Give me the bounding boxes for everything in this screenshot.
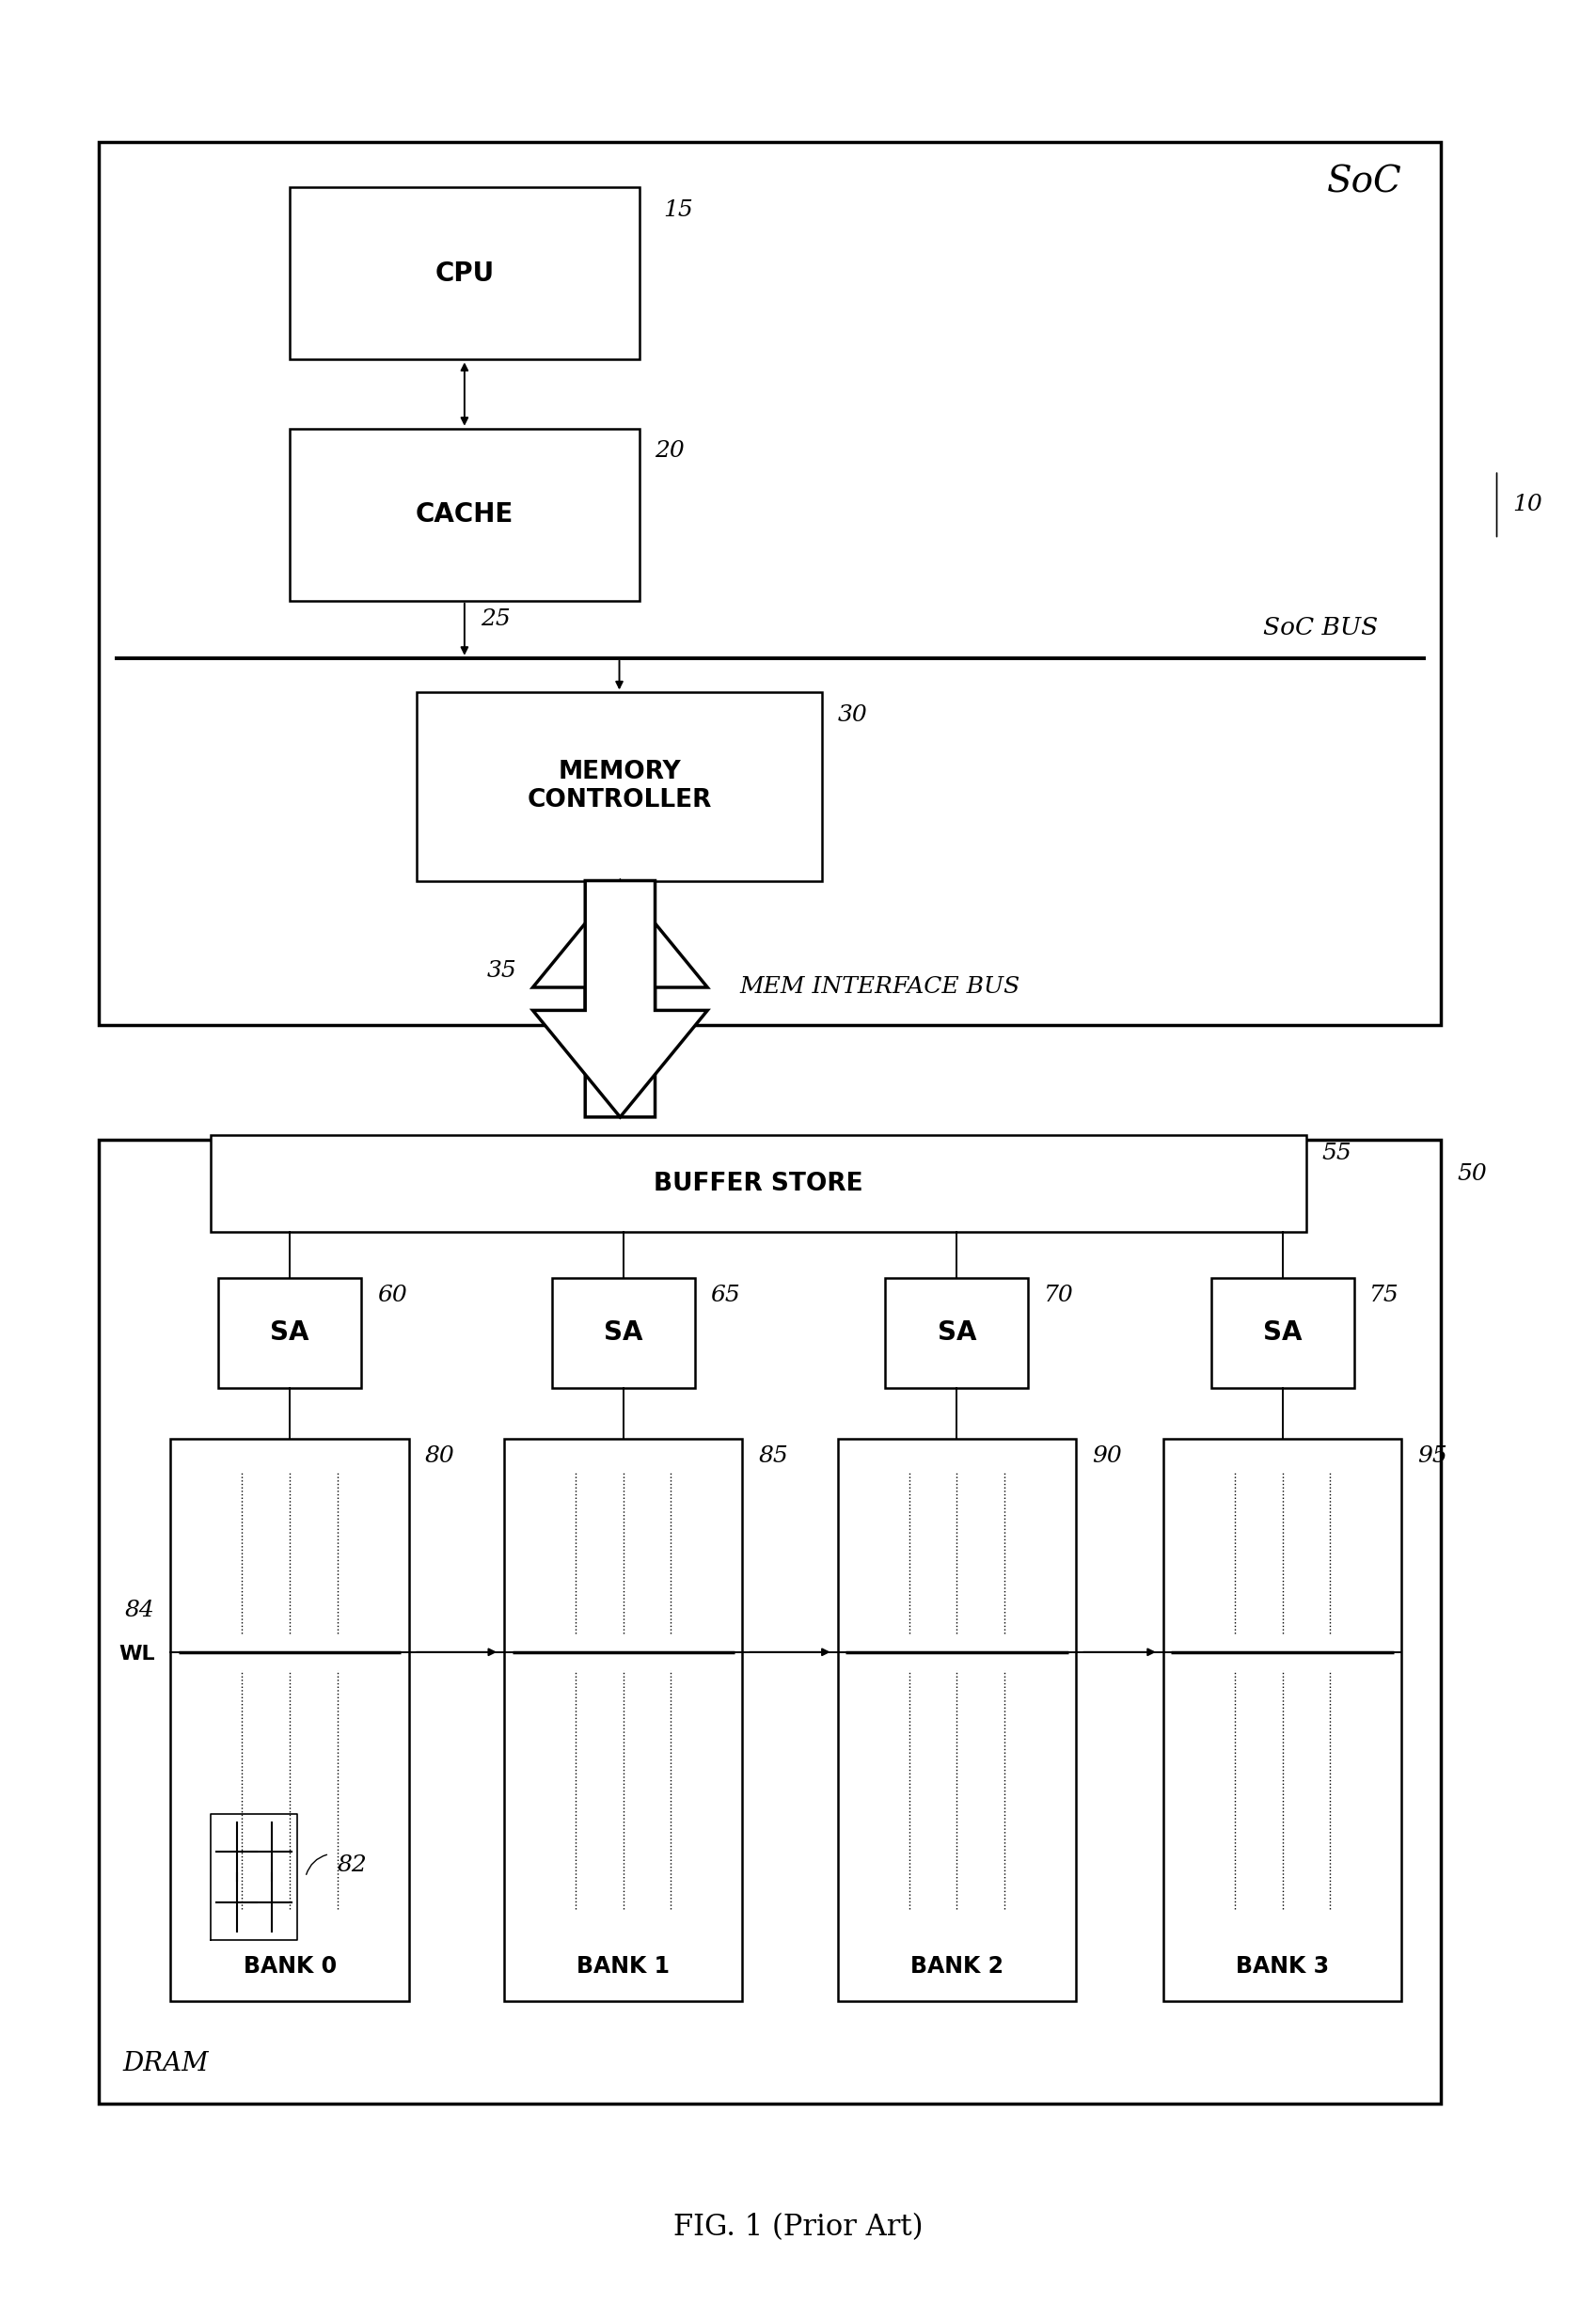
Text: CACHE: CACHE xyxy=(415,502,514,527)
Text: BANK 3: BANK 3 xyxy=(1235,1955,1329,1978)
FancyBboxPatch shape xyxy=(211,1135,1306,1232)
Text: DRAM: DRAM xyxy=(123,2052,209,2077)
Text: 65: 65 xyxy=(710,1285,741,1306)
Text: 15: 15 xyxy=(662,198,693,221)
Text: 70: 70 xyxy=(1044,1285,1074,1306)
FancyBboxPatch shape xyxy=(886,1278,1028,1389)
Text: CPU: CPU xyxy=(434,260,495,288)
Text: WL: WL xyxy=(118,1644,155,1665)
Text: 90: 90 xyxy=(1092,1446,1122,1467)
FancyBboxPatch shape xyxy=(1211,1278,1353,1389)
FancyBboxPatch shape xyxy=(552,1278,694,1389)
Text: 10: 10 xyxy=(1513,495,1542,516)
Text: SoC: SoC xyxy=(1326,164,1401,200)
Text: 30: 30 xyxy=(838,705,868,725)
Text: BANK 2: BANK 2 xyxy=(910,1955,1004,1978)
FancyBboxPatch shape xyxy=(99,140,1441,1025)
Text: 80: 80 xyxy=(425,1446,455,1467)
Text: MEM INTERFACE BUS: MEM INTERFACE BUS xyxy=(739,976,1020,997)
Text: 75: 75 xyxy=(1369,1285,1400,1306)
Text: MEMORY
CONTROLLER: MEMORY CONTROLLER xyxy=(527,760,712,813)
Text: BANK 1: BANK 1 xyxy=(576,1955,670,1978)
FancyBboxPatch shape xyxy=(417,693,822,880)
FancyBboxPatch shape xyxy=(1163,1439,1401,2001)
Text: 50: 50 xyxy=(1457,1163,1487,1184)
FancyBboxPatch shape xyxy=(838,1439,1076,2001)
Text: BANK 0: BANK 0 xyxy=(243,1955,337,1978)
FancyBboxPatch shape xyxy=(171,1439,409,2001)
Polygon shape xyxy=(533,880,707,1117)
Text: 60: 60 xyxy=(377,1285,407,1306)
Text: SA: SA xyxy=(937,1320,977,1345)
Text: SA: SA xyxy=(1262,1320,1302,1345)
Text: 55: 55 xyxy=(1321,1142,1352,1163)
Text: 84: 84 xyxy=(124,1601,155,1621)
Text: SA: SA xyxy=(270,1320,310,1345)
FancyBboxPatch shape xyxy=(219,1278,361,1389)
Text: 95: 95 xyxy=(1417,1446,1448,1467)
FancyBboxPatch shape xyxy=(290,428,638,601)
Polygon shape xyxy=(533,880,707,1117)
Text: 25: 25 xyxy=(480,608,511,631)
FancyBboxPatch shape xyxy=(290,187,638,359)
FancyBboxPatch shape xyxy=(99,1140,1441,2105)
Text: 20: 20 xyxy=(654,440,685,461)
Text: 85: 85 xyxy=(758,1446,788,1467)
Text: 82: 82 xyxy=(337,1854,367,1877)
Text: BUFFER STORE: BUFFER STORE xyxy=(654,1172,863,1195)
FancyBboxPatch shape xyxy=(504,1439,742,2001)
Text: SoC BUS: SoC BUS xyxy=(1262,617,1377,640)
Text: FIG. 1 (Prior Art): FIG. 1 (Prior Art) xyxy=(674,2213,922,2241)
Text: 35: 35 xyxy=(487,960,517,981)
Text: SA: SA xyxy=(603,1320,643,1345)
